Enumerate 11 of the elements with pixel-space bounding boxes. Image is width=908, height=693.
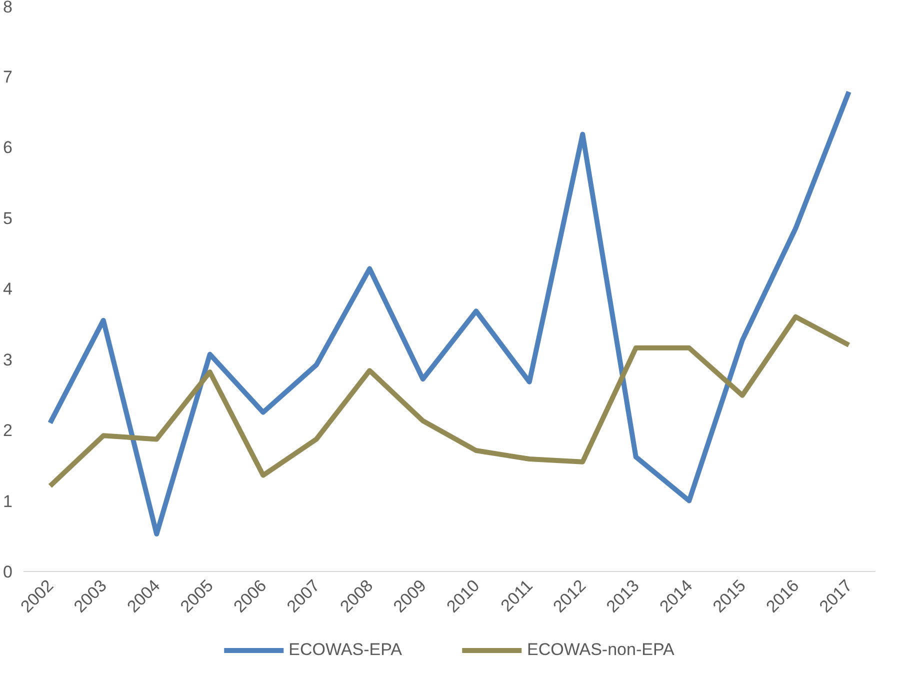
y-tick-label: 0 xyxy=(3,562,13,582)
y-tick-label: 4 xyxy=(3,280,13,298)
legend-label: ECOWAS-non-EPA xyxy=(526,640,674,660)
y-tick-label: 5 xyxy=(3,208,13,228)
y-tick-label: 6 xyxy=(3,138,13,157)
y-tick-label: 1 xyxy=(3,492,13,511)
legend-label: ECOWAS-EPA xyxy=(288,640,402,660)
y-tick-label: 3 xyxy=(3,350,13,370)
y-tick-label: 2 xyxy=(3,421,13,440)
y-tick-label: 7 xyxy=(3,67,13,86)
y-tick-label: 8 xyxy=(3,0,13,16)
